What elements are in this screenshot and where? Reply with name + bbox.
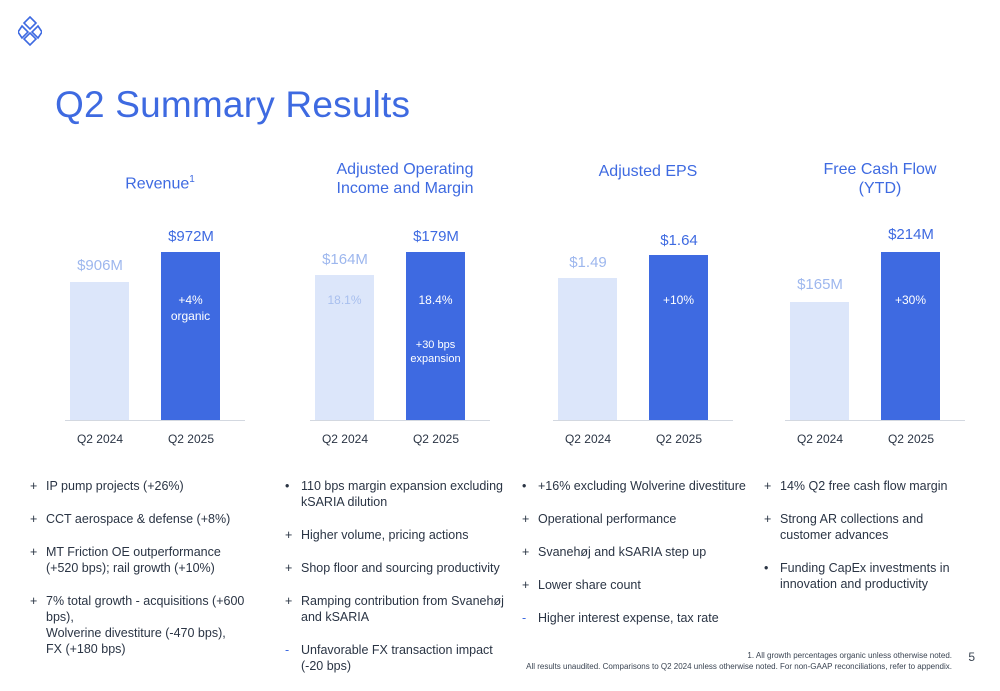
bar-note-expansion: +30 bps expansion (410, 339, 461, 365)
x-label: Q2 2024 (321, 432, 369, 446)
bullet-list-operating-income: • 110 bps margin expansion excluding kSAR… (285, 478, 510, 691)
list-item: • 110 bps margin expansion excluding kSAR… (285, 479, 503, 509)
bar-q2-2025 (161, 252, 220, 420)
panel-revenue: Revenue1 $906M $972M +4% organic Q2 2024… (45, 158, 275, 458)
list-item: - Unfavorable FX transaction impact (-20 … (285, 643, 493, 673)
footnote: 1. All growth percentages organic unless… (526, 650, 952, 672)
axis-baseline (310, 420, 490, 421)
x-label: Q2 2024 (76, 432, 124, 446)
bar-value-curr: $972M (168, 228, 214, 245)
list-item: + Lower share count (522, 578, 641, 592)
bar-q2-2024 (558, 278, 617, 420)
bar-q2-2024 (315, 275, 374, 420)
x-label: Q2 2025 (167, 432, 215, 446)
list-item: +14% Q2 free cash flow margin (764, 479, 948, 493)
bullet-list-free-cash-flow: +14% Q2 free cash flow margin + Strong AR… (764, 478, 989, 609)
bar-q2-2025 (881, 252, 940, 420)
panel-free-cash-flow: Free Cash Flow (YTD) $165M $214M +30% Q2… (765, 158, 995, 458)
bar-value-prev: $165M (797, 276, 843, 293)
list-item: + Strong AR collections and customer adva… (764, 512, 924, 542)
axis-baseline (65, 420, 245, 421)
list-item: + Svanehøj and kSARIA step up (522, 545, 707, 559)
bar-q2-2025 (406, 252, 465, 420)
panel-title: Adjusted EPS (598, 163, 698, 180)
list-item: +7% total growth - acquisitions (+600 bp… (30, 594, 245, 656)
x-label: Q2 2024 (796, 432, 844, 446)
list-item: + Higher volume, pricing actions (285, 528, 469, 542)
axis-baseline (553, 420, 733, 421)
list-item: - Higher interest expense, tax rate (522, 611, 719, 625)
bar-value-curr: $1.64 (660, 232, 698, 249)
list-item: • +16% excluding Wolverine divestiture (522, 479, 746, 493)
list-item: + MT Friction OE outperformance (+520 bps… (30, 545, 221, 575)
list-item: • Funding CapEx investments in innovation… (764, 561, 950, 591)
bar-note-curr: +4% organic (170, 293, 211, 323)
bullet-list-revenue: + IP pump projects (+26%) + CCT aerospace … (30, 478, 255, 674)
list-item: + Operational performance (522, 512, 677, 526)
bar-value-prev: $164M (322, 251, 368, 268)
bar-value-prev: $906M (77, 257, 123, 274)
axis-baseline (785, 420, 965, 421)
bar-value-curr: $179M (413, 228, 459, 245)
panel-title: Free Cash Flow (YTD) (823, 161, 937, 197)
x-label: Q2 2025 (655, 432, 703, 446)
bar-value-curr: $214M (888, 226, 934, 243)
panel-title: Revenue1 (125, 174, 195, 193)
bar-q2-2024 (790, 302, 849, 420)
company-logo-icon (18, 16, 42, 47)
bar-note-curr: +30% (894, 293, 927, 307)
list-item: + CCT aerospace & defense (+8%) (30, 512, 231, 526)
bullet-list-eps: • +16% excluding Wolverine divestiture + O… (522, 478, 747, 643)
panel-adjusted-operating-income: Adjusted Operating Income and Margin $16… (290, 158, 520, 458)
bar-note-curr: +10% (662, 293, 695, 307)
x-label: Q2 2025 (412, 432, 460, 446)
bar-note-curr: 18.4% (418, 293, 453, 307)
bar-value-prev: $1.49 (569, 254, 607, 271)
bar-q2-2024 (70, 282, 129, 420)
list-item: + Ramping contribution from Svanehøj and … (285, 594, 504, 624)
panel-title: Adjusted Operating Income and Margin (336, 161, 474, 197)
list-item: + IP pump projects (+26%) (30, 479, 184, 493)
bar-q2-2025 (649, 255, 708, 420)
page-title: Q2 Summary Results (55, 84, 411, 125)
page-number: 5 (968, 650, 975, 664)
x-label: Q2 2025 (887, 432, 935, 446)
x-label: Q2 2024 (564, 432, 612, 446)
footnote-line: All results unaudited. Comparisons to Q2… (526, 662, 952, 671)
footnote-line: 1. All growth percentages organic unless… (747, 651, 952, 660)
list-item: + Shop floor and sourcing productivity (285, 561, 500, 575)
panel-adjusted-eps: Adjusted EPS $1.49 $1.64 +10% Q2 2024 Q2… (533, 158, 763, 458)
bar-note-prev: 18.1% (327, 293, 362, 307)
